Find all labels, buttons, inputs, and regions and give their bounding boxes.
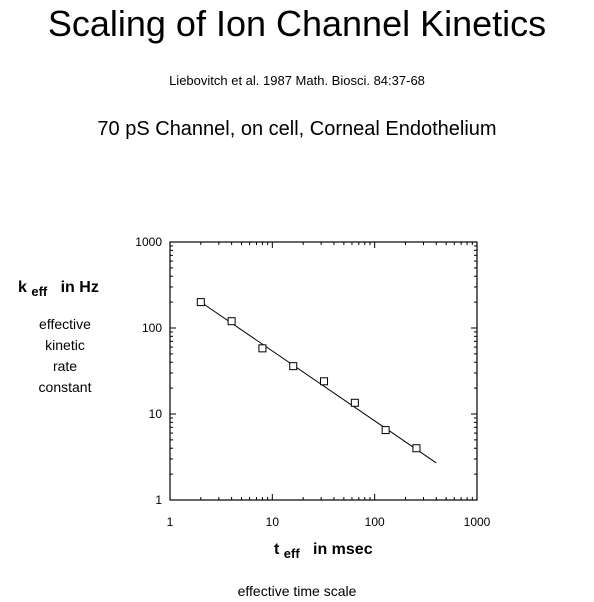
y-axis-description-line: constant xyxy=(38,379,92,395)
data-point xyxy=(196,298,205,307)
x-axis-description: effective time scale xyxy=(237,583,357,599)
x-axis-label: t eff in msec xyxy=(274,541,373,561)
y-axis-description-line: kinetic xyxy=(45,337,85,353)
data-point xyxy=(289,362,298,371)
data-point xyxy=(381,426,390,435)
y-axis-units: in Hz xyxy=(60,279,99,296)
y-axis-symbol: k xyxy=(18,279,27,296)
data-point xyxy=(350,398,359,407)
y-tick-label: 100 xyxy=(142,321,162,335)
x-tick-label: 1 xyxy=(167,515,174,529)
y-tick-label: 10 xyxy=(149,407,163,421)
y-axis-description-line: rate xyxy=(52,358,78,374)
x-axis-symbol: t xyxy=(274,541,280,558)
x-tick-label: 100 xyxy=(365,515,385,529)
fit-line xyxy=(200,301,437,464)
data-point xyxy=(412,444,421,453)
y-axis-description: effective kinetic rate constant xyxy=(20,314,110,398)
data-point xyxy=(227,317,236,326)
page-title: Scaling of Ion Channel Kinetics xyxy=(47,3,547,44)
chart-subtitle: 70 pS Channel, on cell, Corneal Endothel… xyxy=(97,118,497,140)
y-tick-label: 1 xyxy=(155,493,162,507)
x-axis-subscript: eff xyxy=(283,546,300,562)
data-point xyxy=(258,344,267,353)
x-axis-units: in msec xyxy=(313,541,373,558)
citation: Liebovitch et al. 1987 Math. Biosci. 84:… xyxy=(169,73,425,88)
x-tick-label: 1000 xyxy=(464,515,491,529)
data-point xyxy=(320,377,329,386)
x-tick-label: 10 xyxy=(266,515,280,529)
plot-frame xyxy=(169,241,478,501)
y-axis-subscript: eff xyxy=(31,284,48,300)
y-tick-label: 1000 xyxy=(135,235,162,249)
y-axis-label: k eff in Hz xyxy=(18,279,99,299)
y-axis-description-line: effective xyxy=(39,316,91,332)
